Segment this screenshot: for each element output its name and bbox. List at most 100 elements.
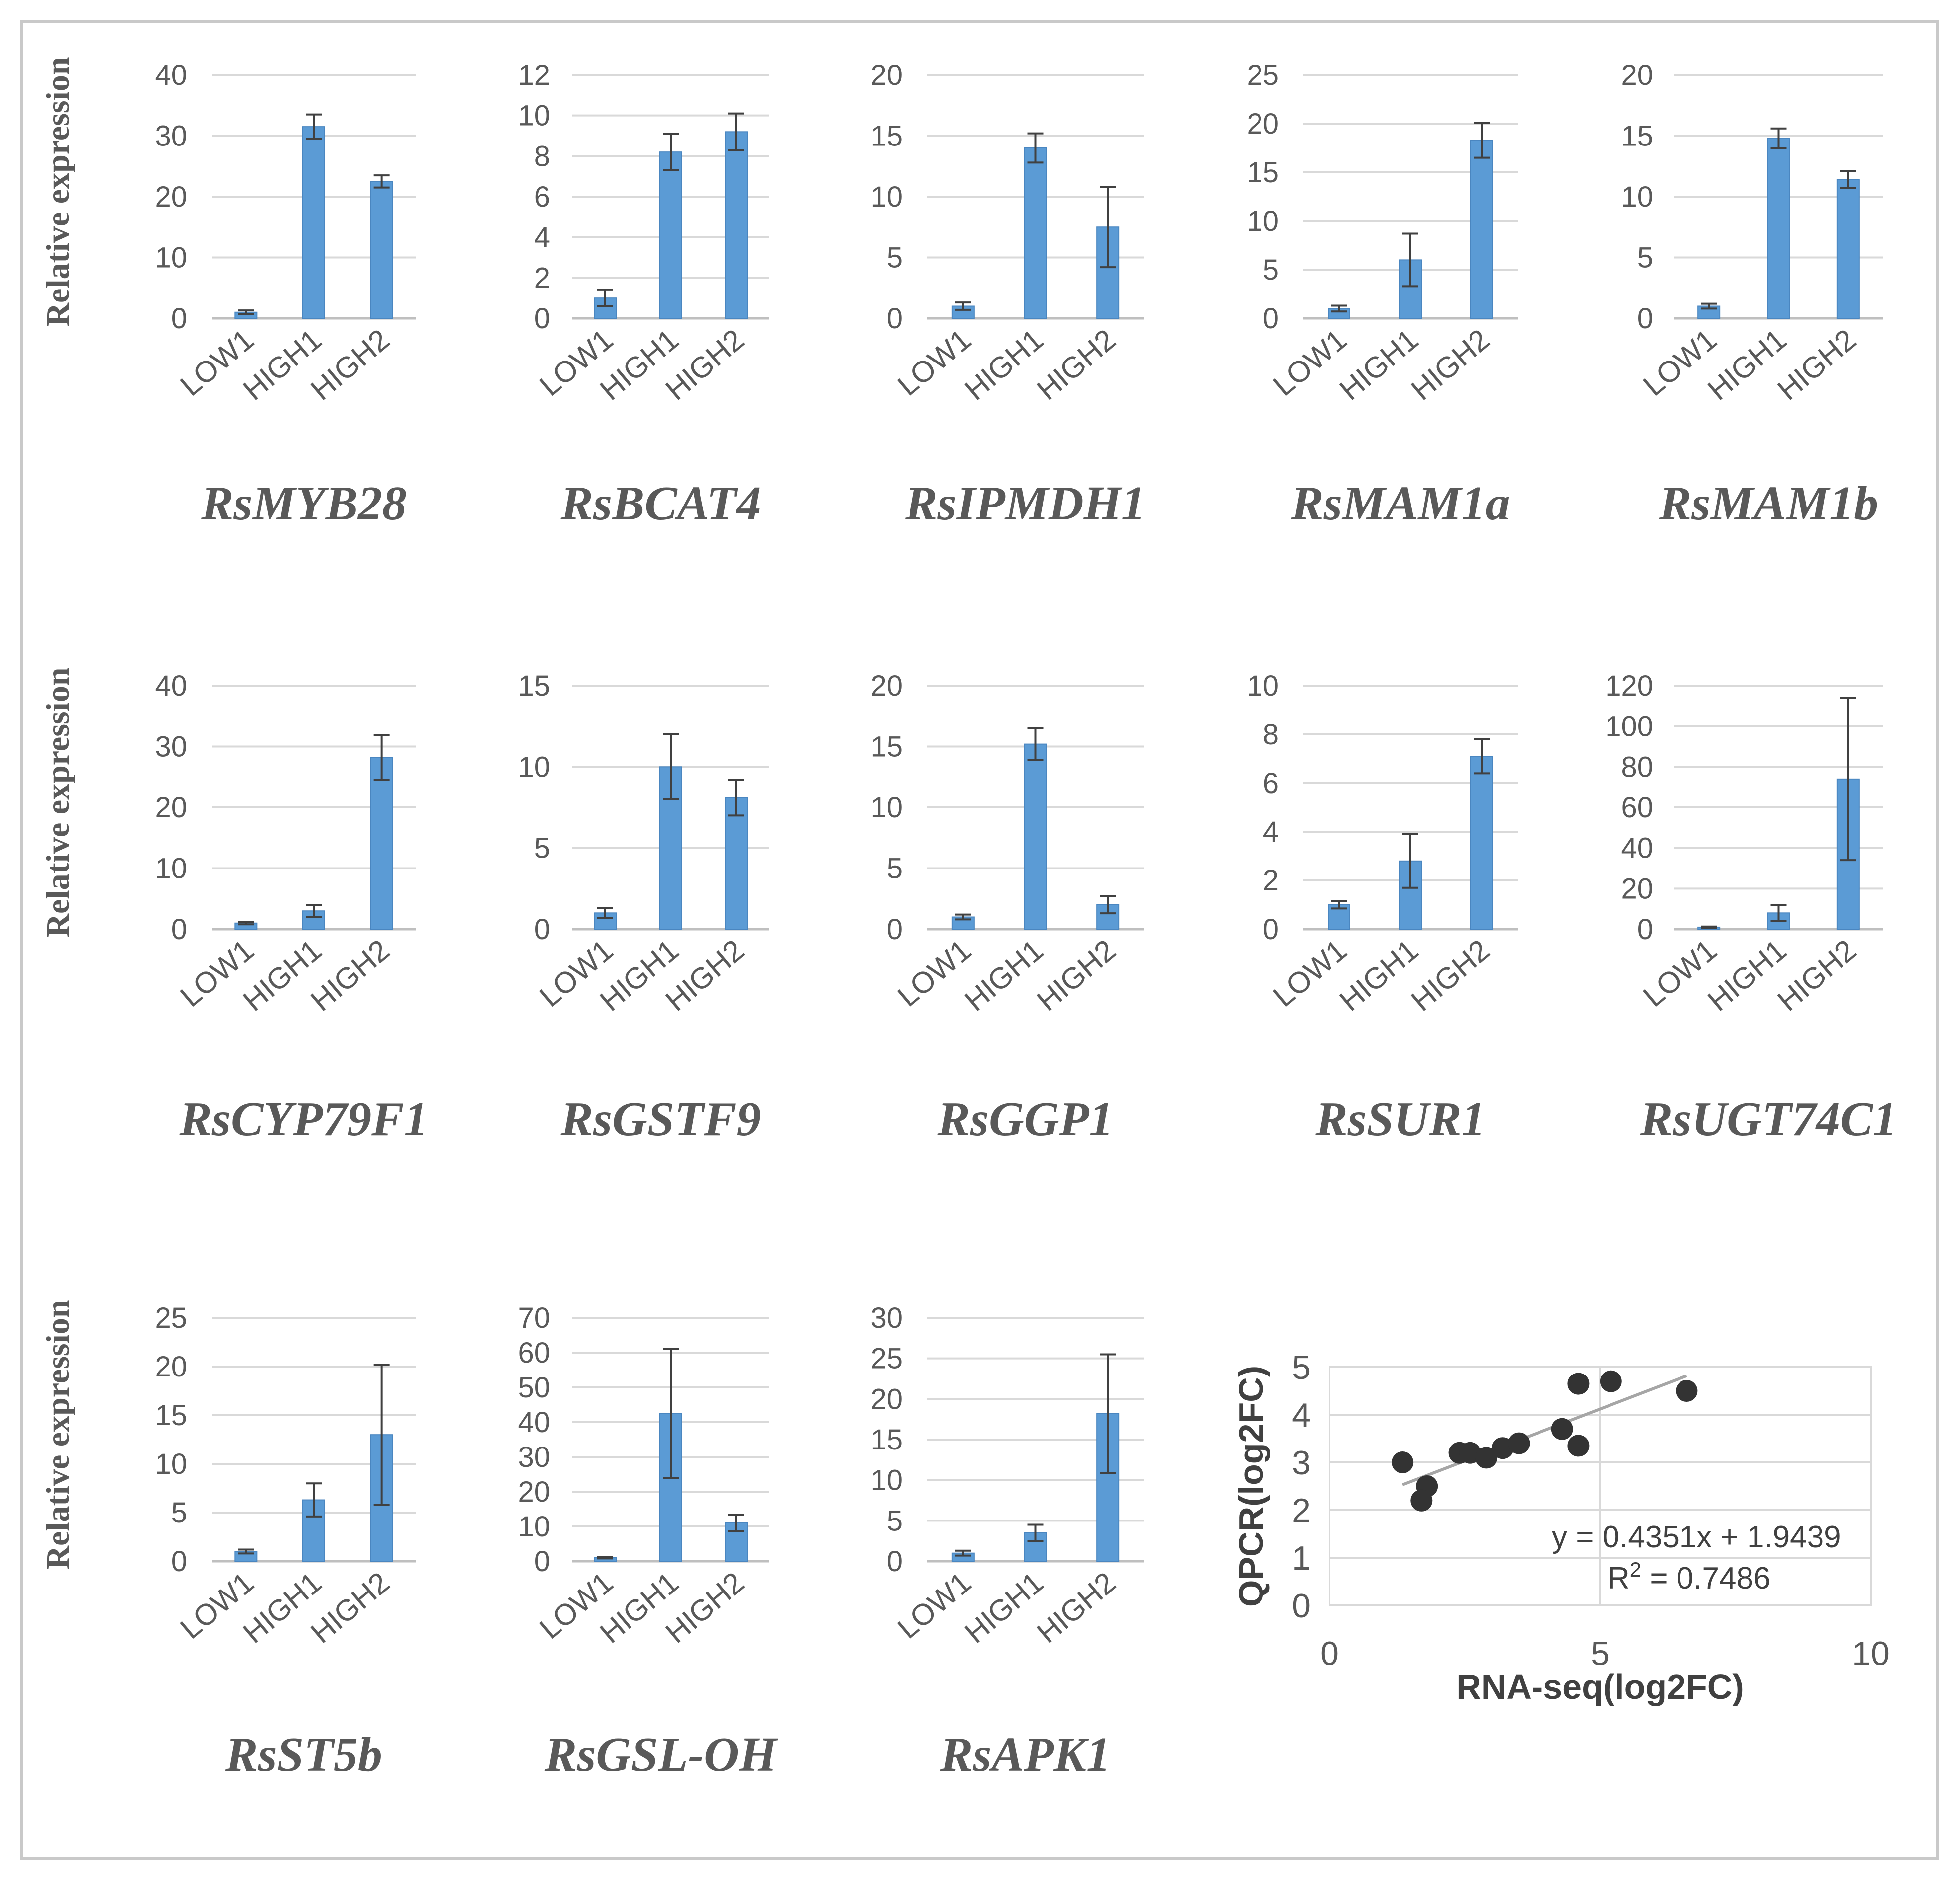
data-point <box>1567 1435 1590 1457</box>
y-tick-label: 20 <box>155 181 187 213</box>
y-tick-label: 4 <box>1263 816 1279 848</box>
category-label-high1: HIGH1 <box>958 934 1050 1017</box>
y-tick-label: 10 <box>518 751 550 783</box>
y-tick-label: 20 <box>870 1383 903 1415</box>
bar-high1 <box>659 151 682 319</box>
category-label-high2: HIGH2 <box>1031 934 1122 1017</box>
category-label-high1: HIGH1 <box>237 323 328 407</box>
gene-title: RsBCAT4 <box>560 477 761 530</box>
y-tick-label: 20 <box>518 1476 550 1508</box>
y-tick-label: 12 <box>518 59 550 91</box>
trend-equation: y = 0.4351x + 1.9439 <box>1552 1520 1841 1554</box>
bar-high2 <box>1470 756 1493 930</box>
bar-high2 <box>725 131 748 319</box>
y-tick-label: 2 <box>1263 865 1279 897</box>
y-axis-label: Relative expression <box>40 1300 76 1569</box>
y-tick-label: 15 <box>1247 156 1279 189</box>
gene-title: RsMYB28 <box>201 477 407 530</box>
y-tick-label: 0 <box>1292 1587 1311 1625</box>
bar-high1 <box>1024 743 1047 930</box>
gene-title: RsMAM1b <box>1659 477 1878 530</box>
y-tick-label: 2 <box>534 262 550 294</box>
category-label-low1: LOW1 <box>1267 934 1353 1013</box>
y-tick-label: 0 <box>1263 302 1279 335</box>
x-axis-label: RNA-seq(log2FC) <box>1456 1667 1744 1706</box>
y-tick-label: 15 <box>870 1424 903 1456</box>
category-label-high2: HIGH2 <box>1771 934 1863 1017</box>
data-point <box>1508 1432 1530 1454</box>
y-tick-label: 5 <box>1263 254 1279 286</box>
y-tick-label: 5 <box>1292 1349 1311 1386</box>
gene-title: RsAPK1 <box>940 1728 1111 1782</box>
y-tick-label: 5 <box>887 242 903 274</box>
bar-high2 <box>370 181 393 319</box>
y-tick-label: 30 <box>870 1302 903 1334</box>
data-point <box>1676 1380 1698 1402</box>
y-tick-label: 40 <box>155 59 187 91</box>
gene-title: RsST5b <box>225 1728 382 1782</box>
category-label-high2: HIGH2 <box>304 323 396 407</box>
y-tick-label: 20 <box>1621 59 1653 91</box>
y-tick-label: 30 <box>518 1441 550 1473</box>
bar-high2 <box>1470 140 1493 319</box>
y-tick-label: 10 <box>518 100 550 132</box>
y-tick-label: 2 <box>1292 1492 1311 1529</box>
category-label-high2: HIGH2 <box>304 1566 396 1650</box>
category-label-high2: HIGH2 <box>1031 323 1122 407</box>
category-label-low1: LOW1 <box>891 1566 977 1646</box>
y-tick-label: 20 <box>870 59 903 91</box>
data-point <box>1551 1418 1573 1440</box>
y-tick-label: 0 <box>534 302 550 335</box>
category-label-low1: LOW1 <box>891 934 977 1013</box>
gene-title: RsGSL-OH <box>544 1728 778 1782</box>
category-label-low1: LOW1 <box>891 323 977 403</box>
y-tick-label: 15 <box>518 670 550 702</box>
data-point <box>1567 1373 1590 1395</box>
x-tick-label: 5 <box>1591 1635 1610 1672</box>
data-point <box>1392 1451 1414 1473</box>
y-tick-label: 80 <box>1621 751 1653 783</box>
y-tick-label: 0 <box>887 1545 903 1578</box>
y-tick-label: 20 <box>155 1351 187 1383</box>
y-tick-label: 6 <box>1263 767 1279 799</box>
y-tick-label: 5 <box>1637 242 1653 274</box>
y-tick-label: 10 <box>155 1448 187 1480</box>
y-tick-label: 10 <box>1247 205 1279 237</box>
y-tick-label: 1 <box>1292 1539 1311 1577</box>
y-tick-label: 15 <box>155 1399 187 1432</box>
y-tick-label: 60 <box>518 1337 550 1369</box>
y-tick-label: 0 <box>1637 913 1653 945</box>
y-tick-label: 30 <box>155 731 187 763</box>
x-tick-label: 0 <box>1320 1635 1339 1672</box>
category-label-high2: HIGH2 <box>1771 323 1863 407</box>
y-tick-label: 10 <box>518 1511 550 1543</box>
r-squared-label: R2 = 0.7486 <box>1608 1558 1770 1595</box>
y-tick-label: 20 <box>155 792 187 824</box>
y-tick-label: 25 <box>870 1343 903 1375</box>
bar-high2 <box>370 757 393 930</box>
y-tick-label: 10 <box>1247 670 1279 702</box>
y-tick-label: 40 <box>155 670 187 702</box>
y-tick-label: 10 <box>155 853 187 885</box>
category-label-high1: HIGH1 <box>958 1566 1050 1650</box>
chart-scatter-correlation: 0 1 2 3 4 5 0 5 10 y = 0.4351x + 1.9439 R2 = 0.748… <box>1232 1349 1890 1706</box>
y-tick-label: 5 <box>171 1497 187 1529</box>
category-label-high2: HIGH2 <box>1031 1566 1122 1650</box>
y-tick-label: 10 <box>870 792 903 824</box>
trendline <box>1402 1374 1687 1486</box>
y-tick-label: 40 <box>1621 832 1653 865</box>
gene-title: RsSUR1 <box>1315 1092 1485 1146</box>
category-label-high2: HIGH2 <box>1405 934 1496 1017</box>
category-label-high1: HIGH1 <box>1333 323 1425 407</box>
y-tick-label: 15 <box>870 120 903 152</box>
bar-high2 <box>1836 179 1860 319</box>
